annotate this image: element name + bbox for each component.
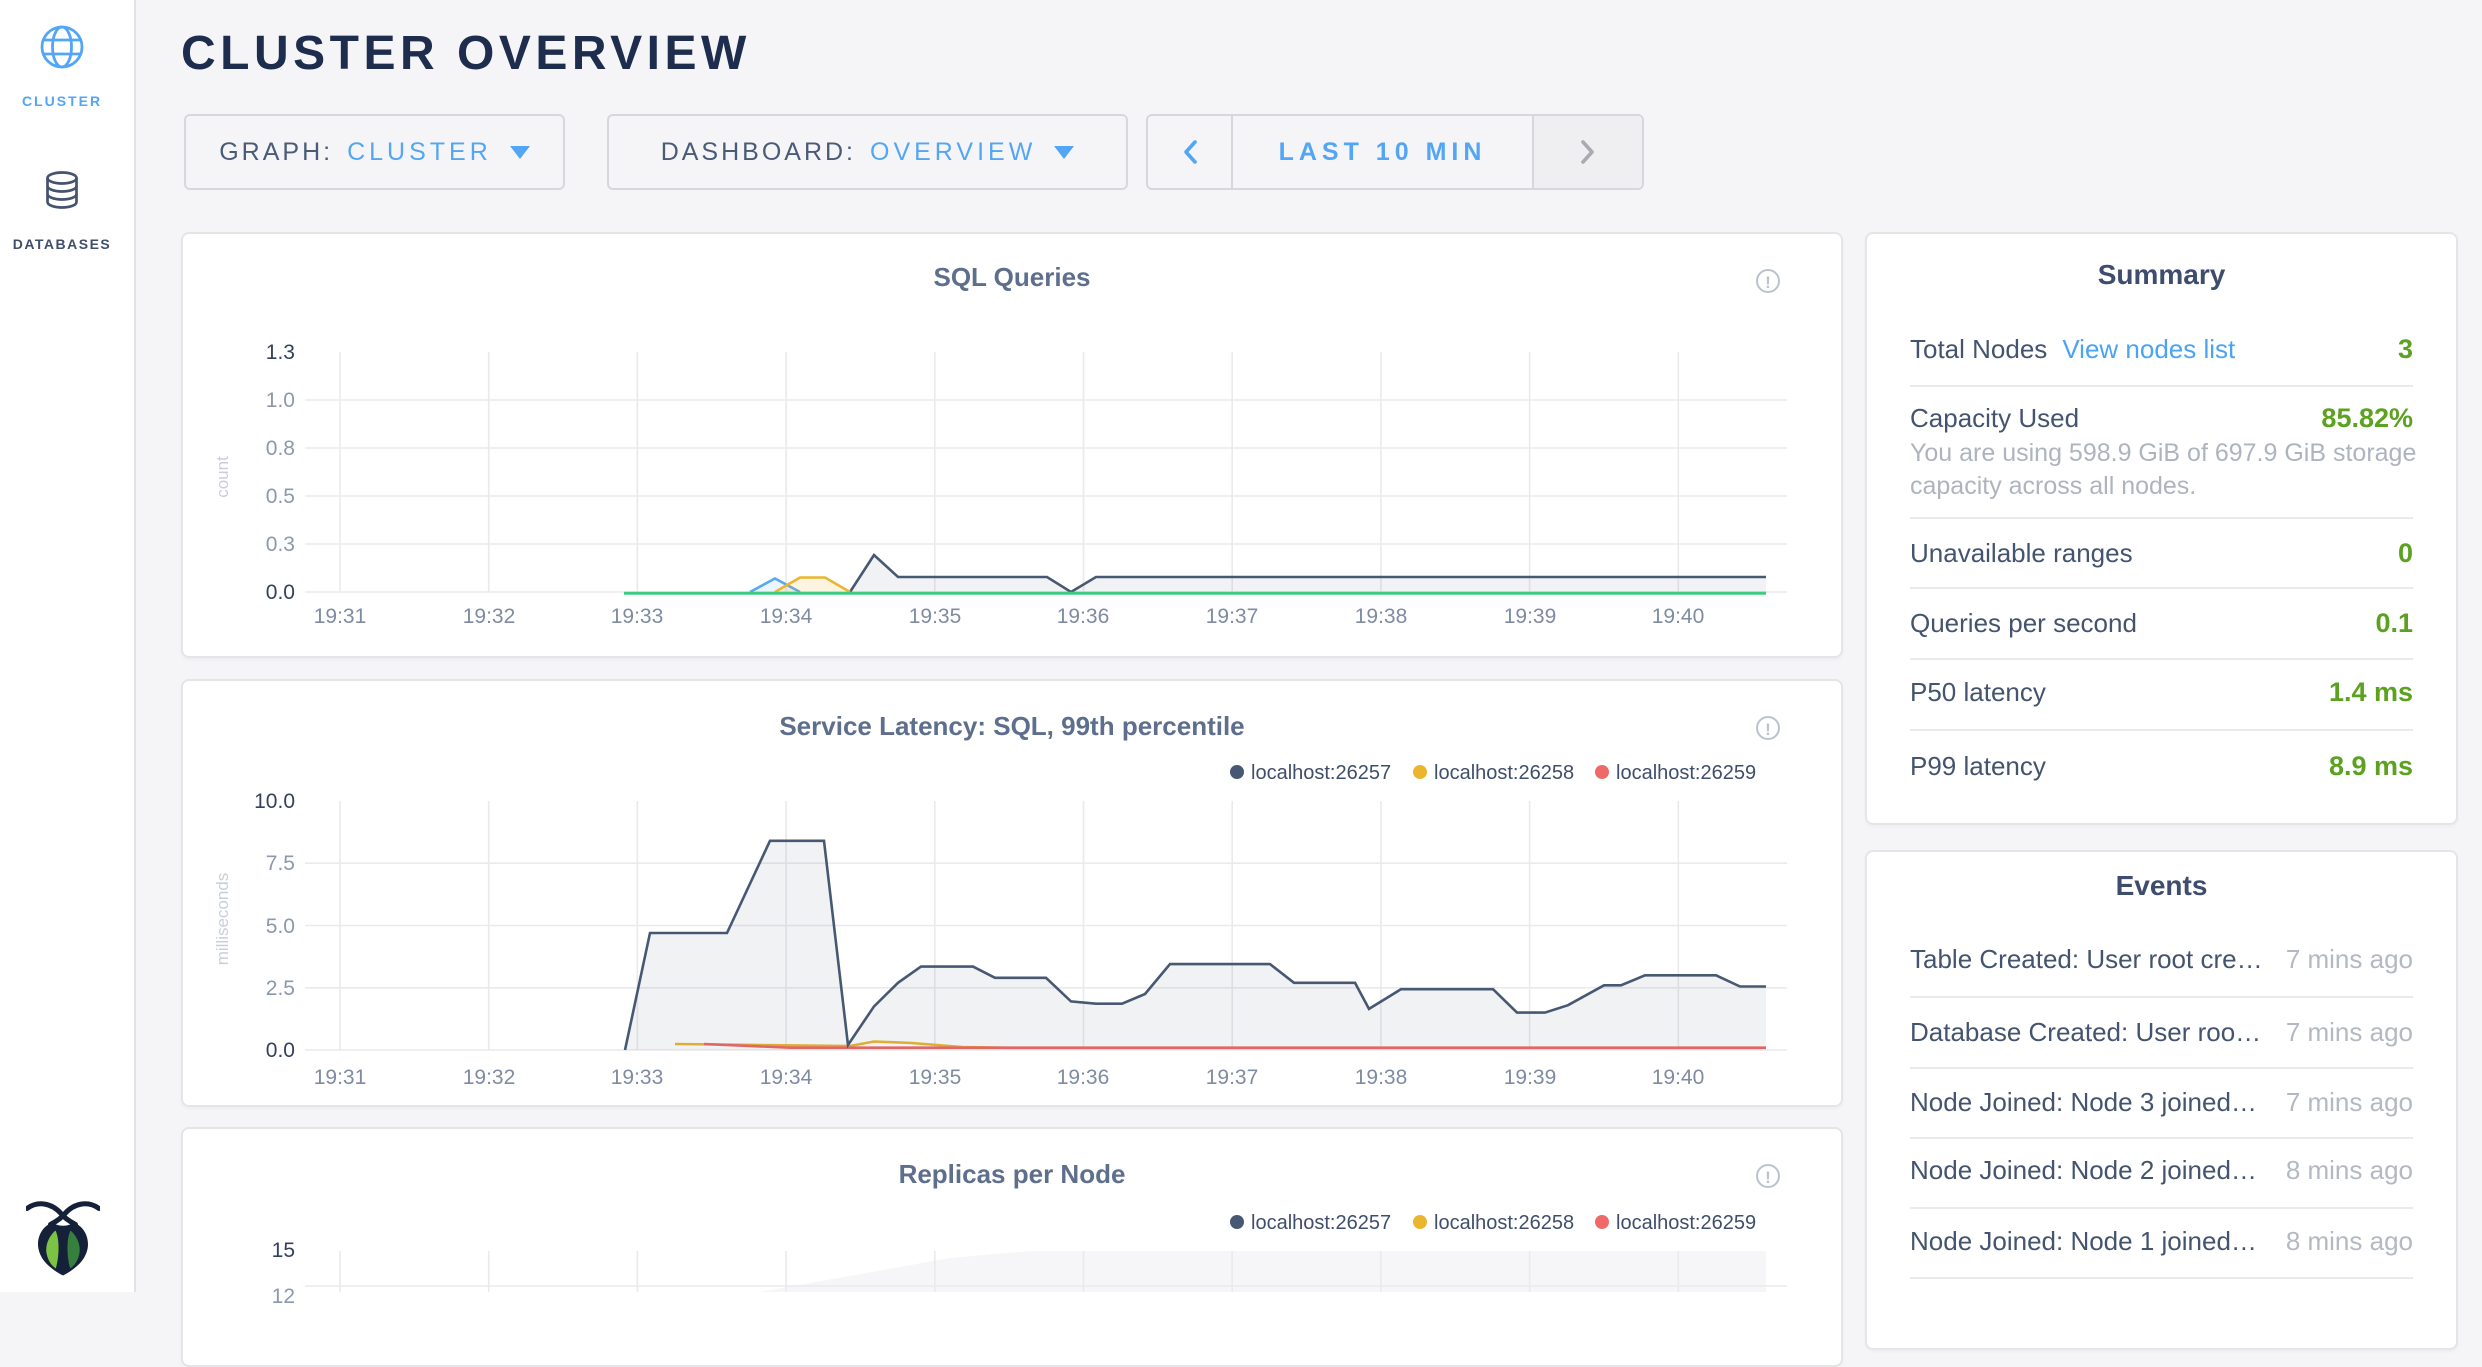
svg-text:localhost:26259: localhost:26259: [1616, 762, 1756, 784]
svg-text:localhost:26257: localhost:26257: [1251, 762, 1391, 784]
svg-text:1.3: 1.3: [266, 341, 295, 364]
svg-text:0.8: 0.8: [266, 437, 295, 460]
svg-text:19:33: 19:33: [611, 1066, 664, 1089]
svg-text:0.0: 0.0: [266, 1039, 295, 1062]
svg-text:19:35: 19:35: [909, 605, 962, 628]
svg-text:19:38: 19:38: [1355, 1066, 1408, 1089]
svg-text:2.5: 2.5: [266, 977, 295, 1000]
svg-text:milliseconds: milliseconds: [213, 873, 232, 966]
svg-text:1.0: 1.0: [266, 389, 295, 412]
svg-text:19:39: 19:39: [1504, 1066, 1557, 1089]
svg-text:19:32: 19:32: [463, 605, 516, 628]
svg-text:19:33: 19:33: [611, 605, 664, 628]
svg-text:5.0: 5.0: [266, 915, 295, 938]
svg-text:localhost:26258: localhost:26258: [1434, 1212, 1574, 1234]
svg-text:19:36: 19:36: [1057, 605, 1110, 628]
svg-text:19:35: 19:35: [909, 1066, 962, 1089]
svg-text:15: 15: [272, 1239, 295, 1262]
svg-text:10.0: 10.0: [254, 790, 295, 813]
svg-text:19:37: 19:37: [1206, 605, 1259, 628]
svg-text:localhost:26258: localhost:26258: [1434, 762, 1574, 784]
svg-text:19:39: 19:39: [1504, 605, 1557, 628]
svg-text:!: !: [1765, 720, 1771, 739]
svg-text:!: !: [1765, 273, 1771, 292]
svg-text:19:38: 19:38: [1355, 605, 1408, 628]
svg-text:7.5: 7.5: [266, 852, 295, 875]
svg-text:localhost:26259: localhost:26259: [1616, 1212, 1756, 1234]
svg-text:!: !: [1765, 1168, 1771, 1187]
svg-text:0.3: 0.3: [266, 533, 295, 556]
svg-text:19:40: 19:40: [1652, 1066, 1705, 1089]
svg-text:0.5: 0.5: [266, 485, 295, 508]
svg-text:19:36: 19:36: [1057, 1066, 1110, 1089]
svg-text:19:31: 19:31: [314, 1066, 367, 1089]
svg-text:localhost:26257: localhost:26257: [1251, 1212, 1391, 1234]
svg-text:12: 12: [272, 1285, 295, 1308]
svg-text:19:40: 19:40: [1652, 605, 1705, 628]
svg-text:19:34: 19:34: [760, 1066, 813, 1089]
svg-text:19:34: 19:34: [760, 605, 813, 628]
svg-text:19:32: 19:32: [463, 1066, 516, 1089]
svg-text:count: count: [213, 456, 232, 498]
svg-text:19:37: 19:37: [1206, 1066, 1259, 1089]
svg-text:0.0: 0.0: [266, 581, 295, 604]
svg-text:19:31: 19:31: [314, 605, 367, 628]
